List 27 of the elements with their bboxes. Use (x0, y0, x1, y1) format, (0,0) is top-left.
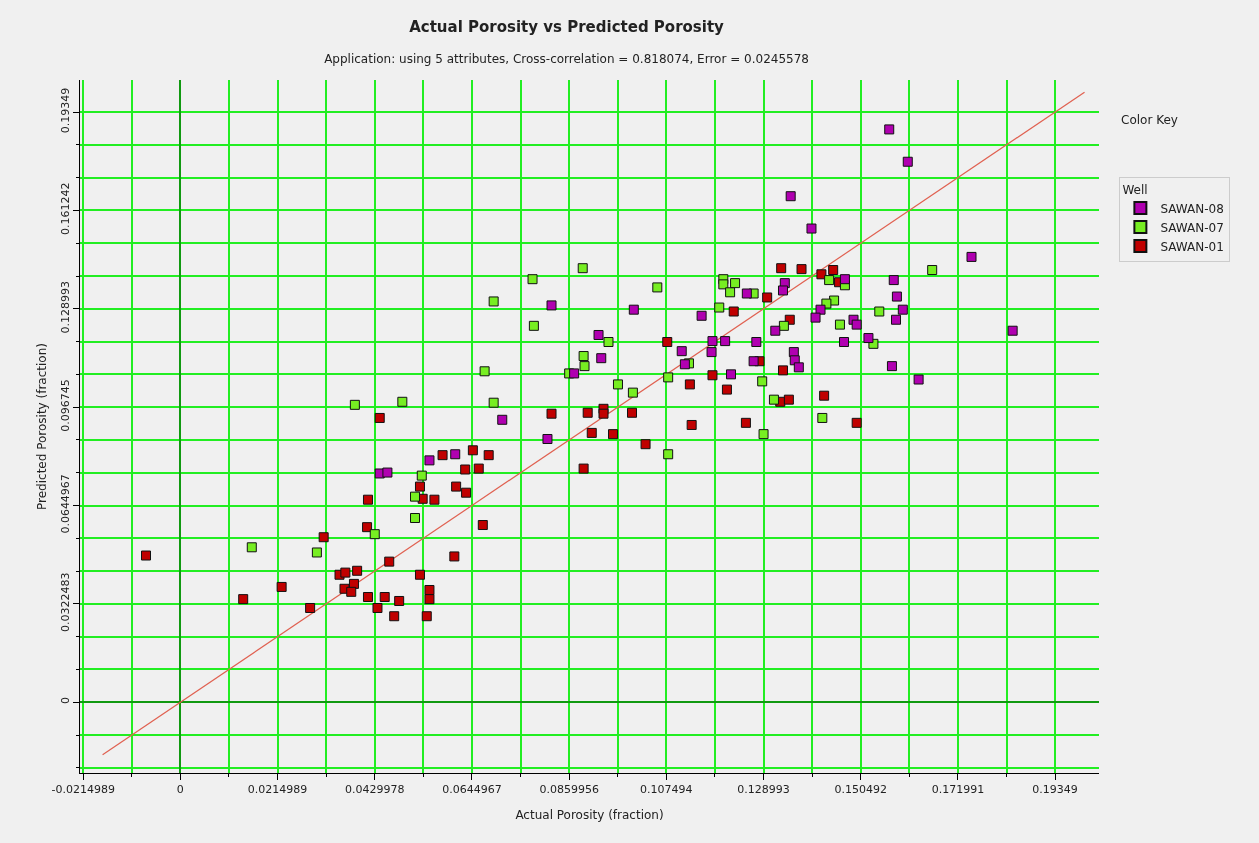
y-tick-label: 0.0322483 (58, 572, 72, 632)
x-tick-label: 0.128993 (737, 783, 790, 797)
x-tick-label: 0 (176, 783, 184, 797)
x-axis-title: Actual Porosity (fraction) (515, 808, 664, 822)
y-tick-label: 0.161242 (58, 182, 72, 236)
y-tick-label: 0 (58, 697, 72, 705)
y-tick-label: 0.0644967 (58, 474, 72, 534)
legend-label: SAWAN-07 (1160, 220, 1224, 235)
legend-title: Well (1122, 182, 1148, 197)
legend-label: SAWAN-01 (1160, 239, 1224, 254)
y-tick-label: 0.19349 (58, 87, 72, 134)
chart-title: Actual Porosity vs Predicted Porosity (409, 17, 725, 36)
x-tick-label: 0.0859956 (539, 783, 599, 797)
y-axis-title: Predicted Porosity (fraction) (35, 343, 49, 510)
x-tick-label: -0.0214989 (51, 783, 115, 797)
legend-label: SAWAN-08 (1160, 201, 1224, 216)
chart-subtitle: Application: using 5 attributes, Cross-correlation = 0.818074, Error = 0.0245578 (324, 52, 809, 67)
y-tick-label: 0.128993 (58, 280, 72, 334)
x-tick-label: 0.171991 (931, 783, 985, 797)
x-tick-label: 0.107494 (640, 783, 693, 797)
x-tick-label: 0.150492 (834, 783, 887, 797)
x-tick-label: 0.0429978 (345, 783, 405, 797)
text: Color Key (1121, 113, 1178, 127)
x-tick-label: 0.0644967 (442, 783, 502, 797)
y-tick-label: 0.096745 (58, 379, 72, 432)
x-tick-label: 0.0214989 (247, 783, 308, 797)
x-tick-label: 0.19349 (1032, 783, 1078, 797)
